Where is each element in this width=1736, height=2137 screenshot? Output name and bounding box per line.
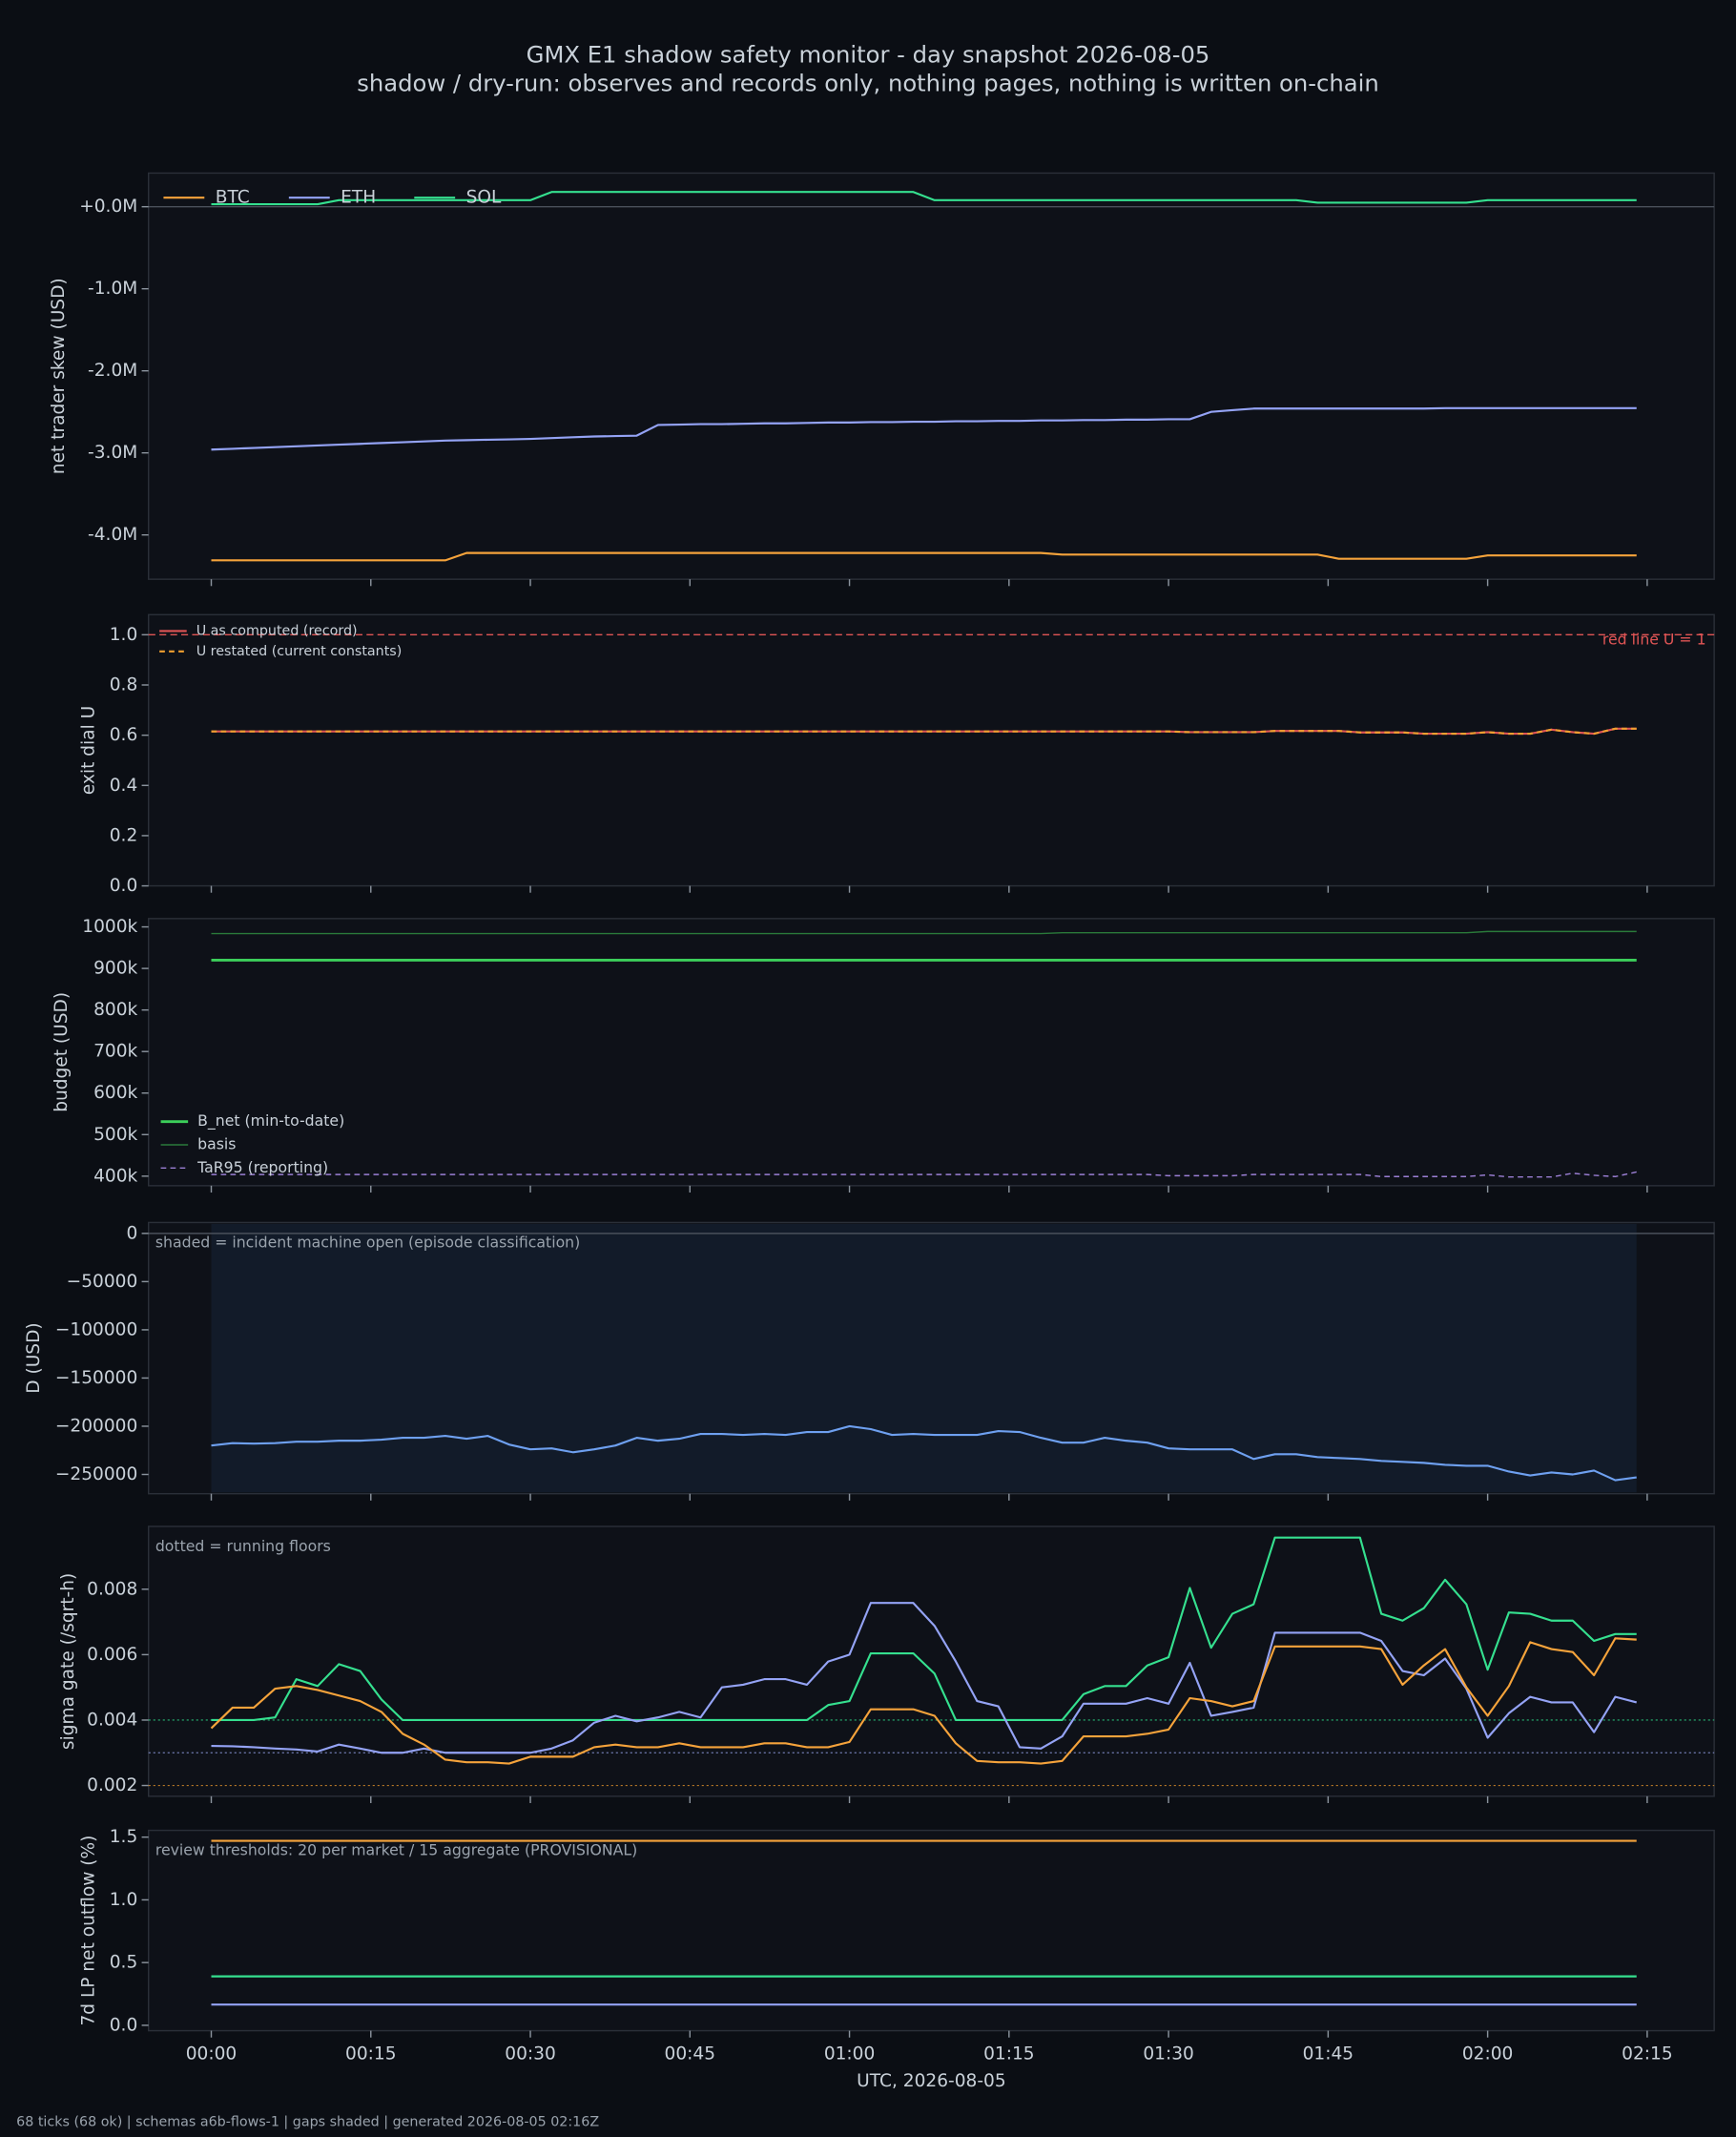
shaded-span	[211, 1223, 1637, 1493]
x-tick-label: 01:00	[824, 2044, 876, 2064]
y-tick-label: 0.8	[110, 674, 138, 695]
panel	[148, 918, 1715, 1187]
panel-note: dotted = running floors	[155, 1537, 331, 1555]
panel-note: shaded = incident machine open (episode …	[155, 1233, 580, 1251]
y-tick-label: 1.0	[110, 625, 138, 645]
legend-label: SOL	[466, 188, 502, 208]
subtitle: shadow / dry-run: observes and records o…	[357, 70, 1379, 97]
y-tick-label: 900k	[93, 959, 137, 979]
x-tick-label: 01:30	[1143, 2044, 1194, 2064]
y-tick-label: 600k	[93, 1083, 137, 1103]
legend-label: TaR95 (reporting)	[196, 1158, 328, 1176]
x-tick-label: 00:00	[186, 2044, 238, 2064]
y-tick-label: 1.5	[110, 1827, 138, 1847]
panel	[148, 613, 1715, 887]
legend-label: basis	[197, 1135, 236, 1153]
series-line	[211, 1602, 1638, 1754]
y-axis-label: sigma gate (/sqrt-h)	[58, 1573, 78, 1750]
x-tick-label: 00:15	[345, 2044, 397, 2064]
y-tick-label: -3.0M	[88, 443, 137, 463]
panel	[148, 172, 1715, 580]
y-axis-label: net trader skew (USD)	[49, 278, 69, 474]
y-tick-label: 700k	[93, 1042, 137, 1062]
y-tick-label: 800k	[93, 1000, 137, 1020]
y-tick-label: −100000	[55, 1319, 137, 1339]
y-tick-label: −250000	[55, 1464, 137, 1484]
y-axis-label: D (USD)	[24, 1322, 44, 1393]
y-tick-label: 0.006	[87, 1645, 137, 1665]
y-tick-label: 500k	[93, 1125, 137, 1145]
series-line	[211, 1424, 1637, 1482]
panel	[148, 1525, 1715, 1797]
y-axis-label: exit dial U	[78, 706, 98, 795]
series-line	[210, 1637, 1637, 1765]
y-tick-label: −150000	[55, 1368, 137, 1388]
legend-label: BTC	[216, 188, 250, 208]
red-line-label: red line U = 1	[1602, 631, 1706, 649]
y-tick-label: −50000	[67, 1272, 138, 1292]
y-tick-label: 0.4	[110, 776, 138, 796]
y-tick-label: -2.0M	[88, 361, 137, 381]
legend-label: B_net (min-to-date)	[197, 1111, 344, 1131]
legend-label: U restated (current constants)	[196, 644, 403, 659]
y-tick-label: 0.2	[110, 825, 138, 845]
y-tick-label: 0.5	[110, 1953, 138, 1973]
series-line	[211, 1171, 1637, 1178]
y-tick-label: 0.008	[87, 1579, 137, 1599]
series-line	[211, 727, 1637, 736]
panel	[148, 1829, 1715, 2032]
x-tick-label: 00:45	[665, 2044, 716, 2064]
y-axis-label: budget (USD)	[52, 992, 72, 1112]
legend-label: ETH	[341, 188, 376, 208]
y-tick-label: 0.0	[110, 876, 138, 896]
panel-note: review thresholds: 20 per market / 15 ag…	[155, 1841, 637, 1859]
series-line	[211, 406, 1637, 451]
y-tick-label: +0.0M	[79, 197, 137, 217]
y-axis-label: 7d LP net outflow (%)	[78, 1836, 98, 2026]
series-line	[211, 930, 1637, 935]
x-axis-label: UTC, 2026-08-05	[857, 2071, 1005, 2091]
x-tick-label: 02:15	[1622, 2044, 1672, 2064]
y-tick-label: 0.6	[110, 725, 138, 745]
y-tick-label: -4.0M	[88, 525, 137, 545]
y-tick-label: 0	[126, 1223, 137, 1243]
x-tick-label: 00:30	[505, 2044, 556, 2064]
y-tick-label: 0.002	[87, 1775, 137, 1795]
series-line	[211, 1536, 1637, 1722]
series-line	[211, 191, 1637, 206]
x-tick-label: 01:45	[1303, 2044, 1354, 2064]
y-tick-label: −200000	[55, 1416, 137, 1436]
x-tick-label: 02:00	[1462, 2044, 1513, 2064]
y-tick-label: 1000k	[82, 917, 137, 937]
y-tick-label: 1.0	[110, 1890, 138, 1910]
y-tick-label: 400k	[93, 1166, 137, 1186]
panel	[148, 1221, 1715, 1495]
series-line	[211, 551, 1637, 562]
y-tick-label: 0.004	[87, 1710, 137, 1730]
y-tick-label: 0.0	[110, 2015, 138, 2035]
footer: 68 ticks (68 ok) | schemas a6b-flows-1 |…	[16, 2114, 599, 2129]
legend-label: U as computed (record)	[196, 623, 358, 638]
title: GMX E1 shadow safety monitor - day snaps…	[527, 41, 1210, 69]
x-tick-label: 01:15	[983, 2044, 1035, 2064]
y-tick-label: -1.0M	[88, 279, 137, 299]
